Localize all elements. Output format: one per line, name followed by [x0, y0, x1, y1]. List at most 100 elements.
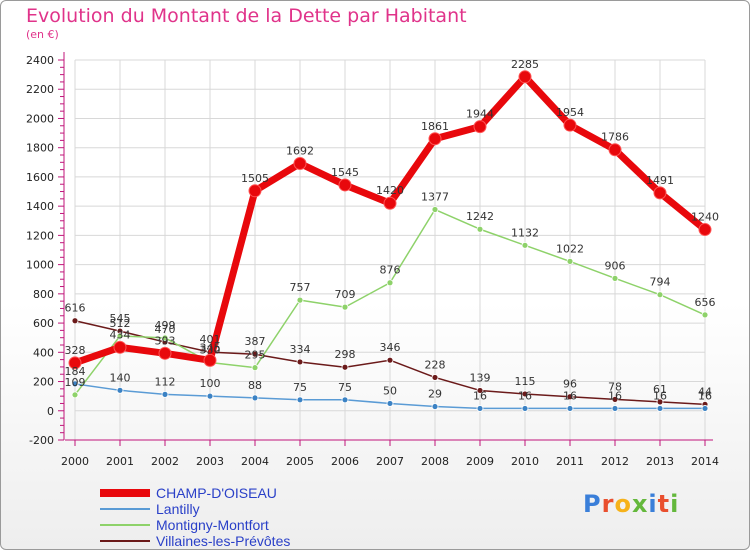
x-tick-label: 2011 — [556, 455, 584, 468]
data-point — [521, 241, 529, 249]
x-tick-label: 2002 — [151, 455, 179, 468]
data-label: 757 — [290, 281, 311, 294]
data-point — [251, 364, 259, 372]
data-point — [476, 405, 484, 412]
data-point — [116, 332, 124, 340]
data-label: 545 — [110, 312, 131, 325]
data-point — [341, 363, 349, 371]
data-label: 470 — [155, 323, 176, 336]
data-point — [386, 400, 394, 407]
x-tick-label: 2007 — [376, 455, 404, 468]
data-point — [566, 393, 574, 401]
data-point — [341, 303, 349, 311]
x-tick-label: 2000 — [61, 455, 89, 468]
y-tick-label: 1200 — [26, 229, 54, 242]
x-tick-label: 2008 — [421, 455, 449, 468]
data-point — [473, 120, 487, 134]
data-label: 1861 — [421, 120, 449, 133]
data-point — [698, 223, 712, 237]
data-point — [653, 186, 667, 200]
data-label: 2285 — [511, 58, 539, 71]
data-point — [563, 118, 577, 132]
data-point — [248, 184, 262, 198]
data-label: 29 — [428, 388, 442, 401]
y-tick-label: 400 — [33, 346, 54, 359]
data-point — [338, 178, 352, 192]
data-point — [476, 387, 484, 394]
data-label: 1242 — [466, 210, 494, 223]
data-point — [161, 334, 169, 342]
legend-label: CHAMP-D'OISEAU — [156, 485, 277, 501]
data-label: 330 — [200, 344, 221, 357]
data-point — [341, 396, 349, 404]
data-label: 1420 — [376, 184, 404, 197]
data-point — [71, 380, 79, 388]
data-point — [296, 358, 304, 366]
data-label: 16 — [473, 389, 487, 402]
data-label: 50 — [383, 384, 397, 397]
data-point — [203, 353, 217, 367]
data-label: 295 — [245, 349, 266, 362]
x-tick-label: 2013 — [646, 455, 674, 468]
data-label: 1491 — [646, 174, 674, 187]
data-point — [161, 390, 169, 398]
data-point — [431, 403, 439, 410]
data-label: 346 — [380, 341, 401, 354]
data-point — [71, 391, 79, 399]
data-label: 75 — [338, 381, 352, 394]
data-label: 88 — [248, 379, 262, 392]
chart-subtitle: (en €) — [26, 28, 59, 41]
data-label: 512 — [110, 317, 131, 330]
data-point — [428, 132, 442, 146]
x-tick-label: 2005 — [286, 455, 314, 468]
data-point — [476, 225, 484, 233]
y-tick-label: 1800 — [26, 142, 54, 155]
data-point — [656, 398, 664, 406]
data-point — [113, 340, 127, 354]
data-label: 906 — [605, 259, 626, 272]
proxiti-logo: Proxiti — [583, 490, 680, 518]
data-point — [386, 356, 394, 364]
legend-label: Lantilly — [156, 501, 200, 517]
data-label: 1944 — [466, 108, 494, 121]
data-point — [611, 274, 619, 282]
x-tick-label: 2001 — [106, 455, 134, 468]
data-point — [431, 206, 439, 213]
data-label: 298 — [335, 348, 356, 361]
x-tick-label: 2004 — [241, 455, 269, 468]
x-tick-label: 2012 — [601, 455, 629, 468]
data-label: 334 — [290, 343, 311, 356]
y-tick-label: 2400 — [26, 54, 54, 67]
data-label: 16 — [563, 389, 577, 402]
data-label: 1022 — [556, 242, 584, 255]
data-point — [521, 390, 529, 398]
data-label: 115 — [515, 375, 536, 388]
data-point — [68, 356, 82, 370]
y-tick-label: 600 — [33, 317, 54, 330]
chart-title: Evolution du Montant de la Dette par Hab… — [26, 5, 467, 27]
data-point — [251, 350, 259, 358]
y-tick-label: -200 — [29, 434, 54, 447]
data-label: 387 — [245, 335, 266, 348]
data-label: 1240 — [691, 211, 719, 224]
data-label: 393 — [155, 334, 176, 347]
data-label: 96 — [563, 378, 577, 391]
y-tick-label: 1600 — [26, 171, 54, 184]
data-label: 109 — [65, 376, 86, 389]
y-tick-label: 1000 — [26, 259, 54, 272]
data-label: 1377 — [421, 191, 449, 204]
data-label: 434 — [110, 328, 131, 341]
data-label: 16 — [608, 389, 622, 402]
data-label: 184 — [65, 365, 86, 378]
data-label: 1692 — [286, 144, 314, 157]
data-point — [656, 405, 664, 412]
data-point — [608, 143, 622, 157]
data-point — [293, 156, 307, 170]
data-label: 140 — [110, 371, 131, 384]
y-tick-label: 800 — [33, 288, 54, 301]
y-tick-label: 200 — [33, 376, 54, 389]
data-label: 876 — [380, 264, 401, 277]
data-label: 328 — [65, 344, 86, 357]
x-tick-label: 2010 — [511, 455, 539, 468]
